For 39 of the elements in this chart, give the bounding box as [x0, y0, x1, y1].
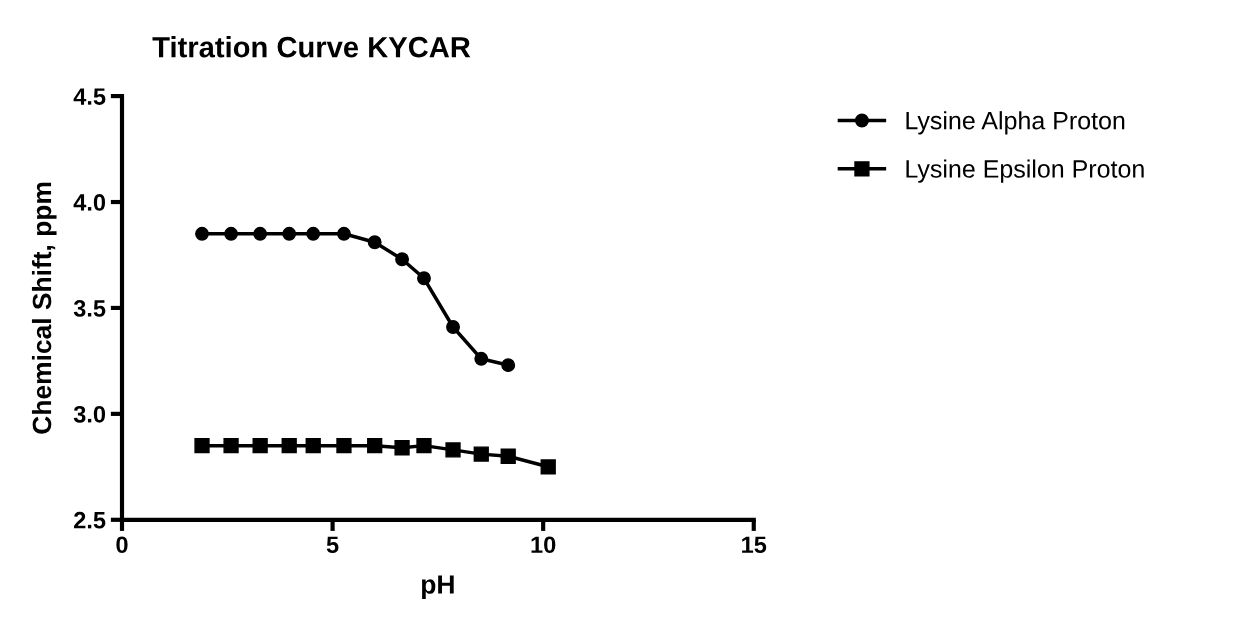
- point: [473, 446, 489, 462]
- y-tick-label: 3.0: [73, 405, 106, 423]
- x-tick-label: 10: [531, 536, 556, 554]
- x-tick-label: 0: [116, 536, 128, 554]
- point: [194, 438, 210, 454]
- point: [367, 235, 382, 250]
- point: [223, 438, 239, 454]
- x-axis-title: pH: [422, 575, 454, 600]
- point: [336, 438, 352, 454]
- point: [394, 440, 410, 456]
- point: [367, 438, 383, 454]
- chart-title: Titration Curve KYCAR: [152, 36, 471, 58]
- point: [306, 226, 321, 241]
- point: [416, 438, 432, 454]
- point: [395, 252, 410, 267]
- point: [474, 351, 489, 366]
- y-tick-label: 2.5: [74, 511, 106, 529]
- point: [282, 226, 297, 241]
- point: [445, 442, 461, 458]
- point: [252, 438, 268, 454]
- legend-label: Lysine Alpha Proton: [906, 111, 1125, 135]
- point: [417, 271, 431, 286]
- point: [500, 448, 516, 464]
- point: [446, 320, 460, 334]
- x-tick-label: 5: [326, 536, 339, 554]
- point: [540, 459, 556, 475]
- point: [195, 226, 209, 241]
- y-axis-title: Chemical Shift, ppm: [31, 182, 57, 434]
- x-tick-label: 15: [742, 536, 767, 554]
- point: [305, 438, 321, 454]
- point: [224, 226, 239, 241]
- point: [253, 226, 268, 241]
- point: [501, 358, 516, 373]
- point: [281, 438, 297, 454]
- point: [337, 226, 351, 241]
- y-tick-label: 3.5: [73, 300, 106, 317]
- legend-label: Lysine Epsilon Proton: [906, 159, 1144, 183]
- y-tick-label: 4.0: [73, 194, 106, 211]
- y-tick-label: 4.5: [73, 88, 106, 105]
